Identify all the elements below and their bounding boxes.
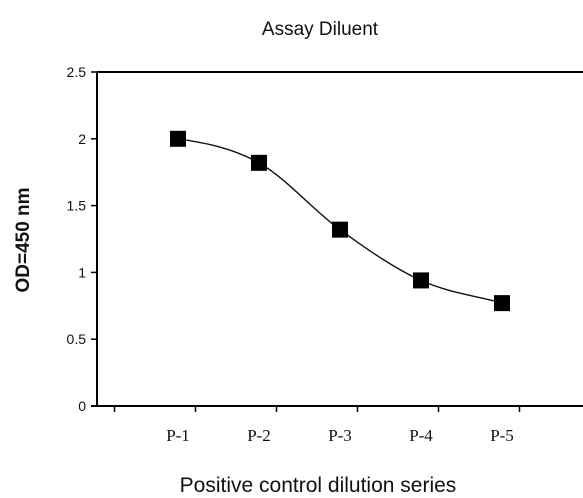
x-ticks: P-1 P-2 P-3 P-4 P-5 [113, 406, 521, 445]
x-tick-label: P-4 [409, 426, 433, 445]
data-point [170, 130, 186, 147]
y-tick-label: 2 [78, 131, 86, 147]
series [170, 130, 510, 312]
y-tick-label: 1 [78, 264, 86, 280]
data-point [251, 154, 267, 171]
axes [91, 71, 583, 407]
series-line [177, 138, 503, 304]
x-tick-label: P-5 [490, 426, 514, 445]
y-ticks: 0 0.5 1 1.5 2 2.5 [67, 64, 97, 414]
data-point [413, 272, 429, 289]
chart-title: Assay Diluent [262, 19, 379, 40]
y-tick-label: 0.5 [67, 331, 87, 347]
x-tick-label: P-1 [166, 426, 190, 445]
y-tick-label: 0 [78, 398, 86, 414]
y-tick-label: 1.5 [67, 198, 87, 214]
x-axis-label: Positive control dilution series [180, 474, 457, 497]
y-tick-label: 2.5 [67, 64, 87, 80]
x-tick-label: P-3 [328, 426, 352, 445]
data-point [332, 221, 348, 238]
y-axis-label: OD=450 nm [13, 187, 34, 292]
x-tick-label: P-2 [247, 426, 271, 445]
data-point [494, 295, 510, 312]
